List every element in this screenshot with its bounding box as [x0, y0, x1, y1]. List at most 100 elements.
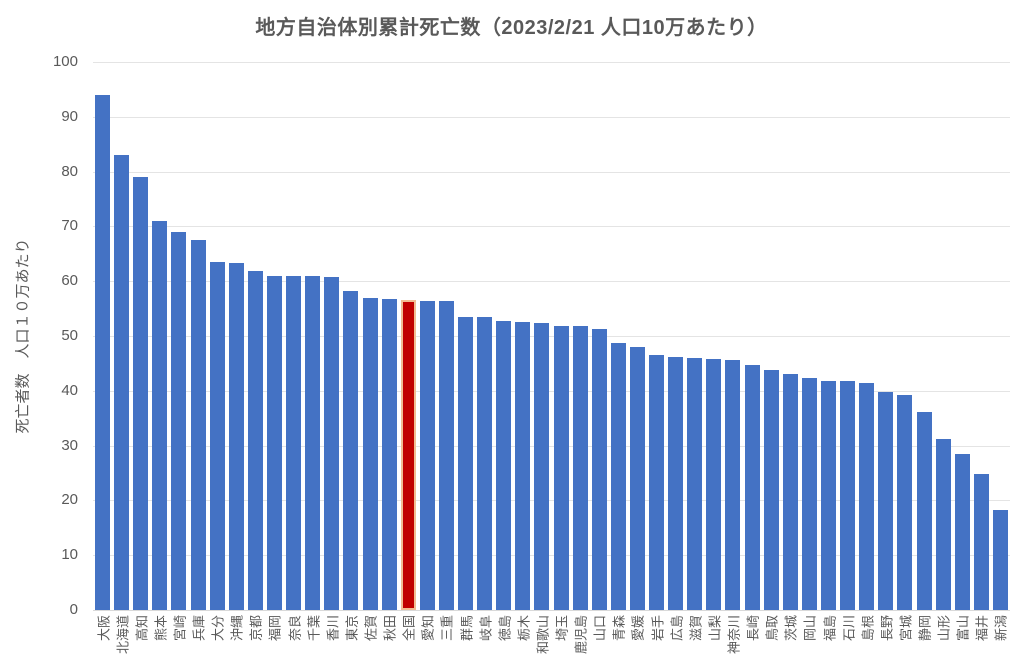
- bar-山梨: [706, 359, 722, 610]
- bar-宮崎: [171, 231, 187, 610]
- bar-青森: [610, 342, 626, 610]
- y-tick-label: 20: [61, 491, 78, 509]
- x-tick-label: 群馬: [459, 615, 475, 642]
- bar-広島: [668, 356, 684, 610]
- bar-岡山: [801, 378, 817, 610]
- bar-長野: [878, 392, 894, 610]
- bar-福岡: [266, 275, 282, 610]
- x-tick-label: 福岡: [267, 615, 283, 642]
- bar-岐阜: [477, 316, 493, 610]
- bar-山口: [591, 329, 607, 610]
- bar-沖縄: [228, 263, 244, 610]
- x-tick-label: 愛媛: [630, 615, 646, 642]
- x-tick-label: 全国: [401, 615, 417, 642]
- x-tick-label: 茨城: [783, 615, 799, 642]
- bar-群馬: [458, 316, 474, 610]
- bar-京都: [247, 271, 263, 610]
- x-tick-label: 愛知: [420, 615, 436, 642]
- x-tick-label: 長野: [879, 615, 895, 642]
- bar-鹿児島: [572, 326, 588, 610]
- x-tick-label: 山口: [592, 615, 608, 642]
- gridline: [93, 281, 1010, 283]
- bar-香川: [324, 276, 340, 610]
- bar-岩手: [649, 354, 665, 610]
- gridline: [93, 555, 1010, 557]
- x-tick-label: 岡山: [802, 615, 818, 642]
- x-tick-label: 三重: [439, 615, 455, 642]
- bar-長崎: [744, 364, 760, 610]
- x-tick-label: 岐阜: [478, 615, 494, 642]
- y-tick-label: 40: [61, 381, 78, 399]
- bar-山形: [935, 439, 951, 610]
- x-tick-label: 鳥取: [764, 615, 780, 642]
- x-tick-label: 長崎: [745, 615, 761, 642]
- x-tick-label: 香川: [325, 615, 341, 642]
- chart-title: 地方自治体別累計死亡数（2023/2/21 人口10万あたり）: [255, 17, 768, 39]
- x-tick-label: 北海道: [115, 615, 131, 655]
- y-tick-label: 70: [61, 217, 78, 235]
- plot-area: [93, 62, 1010, 611]
- bar-神奈川: [725, 359, 741, 610]
- x-tick-label: 広島: [669, 615, 685, 642]
- y-tick-label: 30: [61, 436, 78, 454]
- bar-奈良: [286, 275, 302, 610]
- x-tick-label: 秋田: [382, 615, 398, 642]
- bar-大分: [209, 262, 225, 610]
- bar-滋賀: [687, 357, 703, 610]
- bar-福井: [973, 474, 989, 610]
- bar-石川: [840, 380, 856, 610]
- gridline: [93, 445, 1010, 447]
- bar-千葉: [305, 275, 321, 610]
- bar-北海道: [114, 155, 130, 610]
- x-tick-label: 和歌山: [535, 615, 551, 655]
- x-tick-label: 大阪: [96, 615, 112, 642]
- x-tick-label: 高知: [134, 615, 150, 642]
- x-tick-label: 静岡: [917, 615, 933, 642]
- x-tick-label: 滋賀: [688, 615, 704, 642]
- y-tick-label: 0: [69, 601, 78, 618]
- x-tick-label: 宮城: [898, 615, 914, 642]
- x-tick-label: 岩手: [650, 615, 666, 642]
- bar-福島: [821, 380, 836, 610]
- x-tick-label: 兵庫: [191, 615, 207, 642]
- bar-静岡: [916, 411, 932, 610]
- x-tick-label: 佐賀: [363, 615, 379, 642]
- gridline: [93, 390, 1010, 392]
- x-tick-label: 栃木: [516, 615, 532, 642]
- x-tick-label: 東京: [344, 615, 360, 642]
- x-tick-label: 京都: [248, 615, 264, 642]
- y-tick-label: 90: [61, 107, 78, 125]
- x-tick-label: 宮崎: [172, 615, 188, 642]
- x-tick-label: 福井: [974, 615, 990, 642]
- bar-徳島: [496, 320, 512, 610]
- bar-大阪: [95, 94, 111, 610]
- bar-富山: [954, 453, 970, 610]
- bar-埼玉: [553, 326, 569, 610]
- bar-栃木: [515, 322, 531, 610]
- x-tick-label: 沖縄: [229, 615, 245, 642]
- x-tick-label: 山形: [936, 615, 952, 642]
- gridline: [93, 171, 1010, 173]
- bar-鳥取: [763, 369, 779, 610]
- x-tick-label: 大分: [210, 615, 226, 642]
- x-tick-label: 新潟: [993, 615, 1009, 642]
- bar-熊本: [152, 220, 168, 610]
- x-tick-label: 奈良: [287, 615, 303, 642]
- y-tick-label: 60: [61, 272, 78, 290]
- y-tick-label: 50: [61, 327, 78, 344]
- x-tick-label: 鹿児島: [573, 615, 589, 655]
- bar-新潟: [992, 510, 1008, 610]
- gridline: [93, 116, 1010, 118]
- bar-東京: [343, 290, 359, 610]
- gridline: [93, 336, 1010, 337]
- gridline: [93, 62, 1010, 63]
- y-tick-label: 10: [61, 546, 78, 564]
- x-tick-label: 石川: [841, 615, 857, 642]
- bar-愛知: [419, 301, 435, 610]
- x-tick-label: 福島: [822, 615, 837, 642]
- x-tick-label: 徳島: [497, 615, 513, 642]
- x-tick-label: 富山: [955, 615, 971, 642]
- bar-茨城: [782, 374, 798, 610]
- x-tick-label: 千葉: [306, 615, 322, 642]
